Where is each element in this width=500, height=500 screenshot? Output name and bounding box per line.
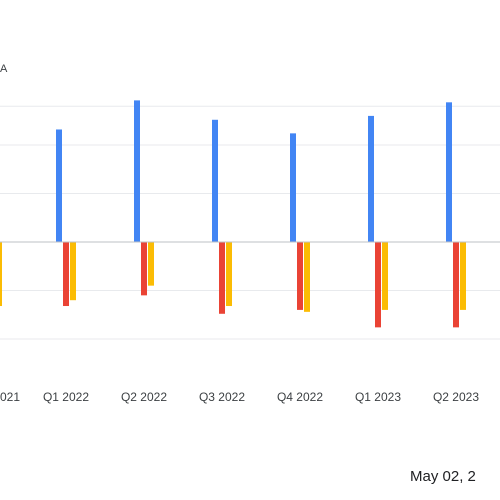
gridlines xyxy=(0,105,500,340)
y-axis-unit-label: A xyxy=(0,63,8,75)
bar xyxy=(148,242,154,286)
x-tick-label: Q1 2023 xyxy=(355,390,401,404)
date-stamp: May 02, 2 xyxy=(410,468,476,485)
x-tick-label: 021 xyxy=(0,390,20,404)
bar xyxy=(141,242,147,296)
bar xyxy=(297,242,303,310)
bar xyxy=(56,129,62,242)
x-tick-label: Q2 2022 xyxy=(121,390,167,404)
bar xyxy=(70,242,76,301)
bar xyxy=(460,242,466,310)
x-tick-label: Q2 2023 xyxy=(433,390,479,404)
bar xyxy=(375,242,381,328)
x-tick-label: Q4 2022 xyxy=(277,390,323,404)
bar xyxy=(219,242,225,314)
bar xyxy=(446,102,452,242)
bar xyxy=(382,242,388,310)
x-tick-label: Q1 2022 xyxy=(43,390,89,404)
bars xyxy=(0,100,466,328)
bar xyxy=(368,115,374,242)
x-tick-labels: 021 Q1 2022 Q2 2022 Q3 2022 Q4 2022 Q1 2023 Q2… xyxy=(0,390,479,404)
bar xyxy=(453,242,459,328)
bar xyxy=(134,100,140,242)
bar xyxy=(212,119,218,242)
x-tick-label: Q3 2022 xyxy=(199,390,245,404)
bar xyxy=(226,242,232,307)
bar xyxy=(290,133,296,242)
bar xyxy=(63,242,69,307)
bar xyxy=(0,242,2,307)
bar xyxy=(304,242,310,312)
